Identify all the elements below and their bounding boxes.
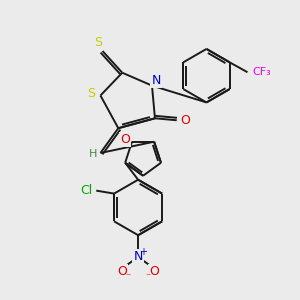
Text: +: + [139, 247, 147, 257]
Text: S: S [88, 87, 95, 100]
Text: O: O [120, 133, 130, 146]
Text: CF₃: CF₃ [252, 67, 271, 77]
Text: O: O [117, 266, 127, 278]
Text: H: H [89, 149, 98, 159]
Text: ⁻: ⁻ [146, 272, 151, 282]
Text: S: S [94, 37, 103, 50]
Text: N: N [151, 74, 160, 87]
Text: O: O [181, 114, 190, 127]
Text: Cl: Cl [80, 184, 92, 197]
Text: ⁻: ⁻ [126, 272, 131, 282]
Text: N: N [134, 250, 143, 263]
Text: O: O [149, 266, 159, 278]
